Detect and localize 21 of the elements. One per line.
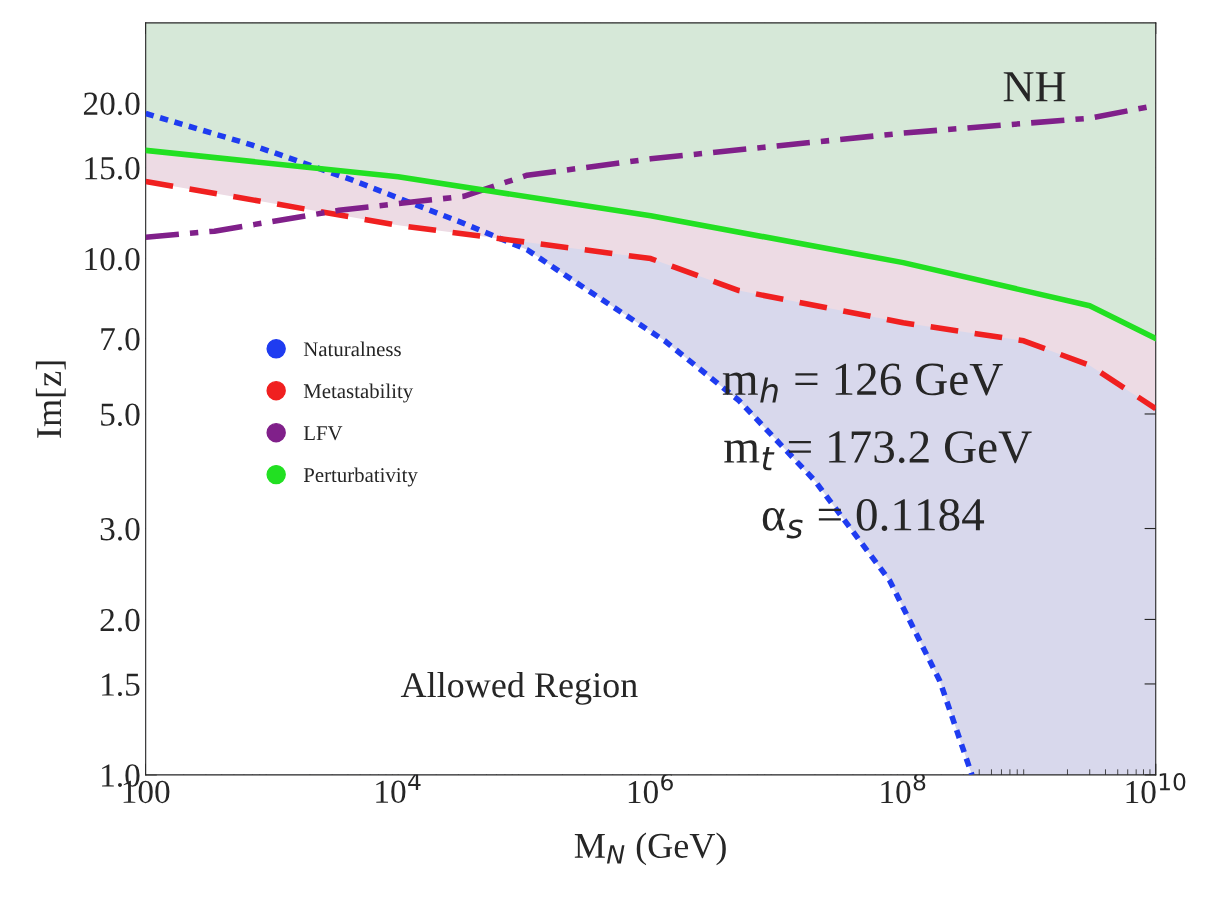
x-axis-title: M$_{N}$ (GeV) xyxy=(574,832,726,866)
annotation: m$_{h}$ = 126 GeV xyxy=(722,363,1003,403)
y-tick-label: 7.0 xyxy=(101,327,140,351)
legend-label: LFV xyxy=(303,426,343,441)
y-tick-label: 15.0 xyxy=(85,157,140,180)
y-tick-label: 20.0 xyxy=(83,92,140,116)
x-tick-label: 10$^{4}$ xyxy=(376,772,421,804)
y-tick-label: 5.0 xyxy=(101,403,140,427)
annotation: α$_{s}$ = 0.1184 xyxy=(762,498,985,539)
y-tick-label: 10.0 xyxy=(85,247,140,271)
x-tick-label: 10$^{10}$ xyxy=(1126,772,1186,804)
legend-label: Perturbativity xyxy=(303,467,418,487)
annotation: Allowed Region xyxy=(400,671,638,705)
annotation: m$_{t}$ = 173.2 GeV xyxy=(724,431,1032,471)
y-tick-label: 2.0 xyxy=(100,608,140,632)
annotation: NH xyxy=(1003,72,1066,102)
y-axis-title: Im[z] xyxy=(35,361,66,438)
y-tick-label: 3.0 xyxy=(100,517,140,541)
y-tick-label: 1.5 xyxy=(102,673,140,696)
legend-label: Naturalness xyxy=(303,341,401,357)
legend-label: Metastability xyxy=(303,383,414,403)
